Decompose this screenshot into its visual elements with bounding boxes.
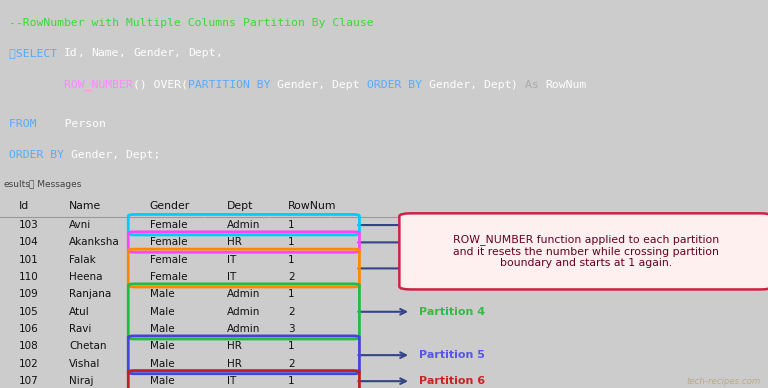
Text: --RowNumber with Multiple Columns: --RowNumber with Multiple Columns (9, 18, 243, 28)
Text: Person: Person (44, 119, 105, 128)
Text: RowNum: RowNum (288, 201, 336, 211)
Text: ,: , (216, 48, 223, 58)
Text: As: As (525, 80, 545, 90)
Text: FROM: FROM (9, 119, 44, 128)
Text: Gender: Gender (133, 48, 174, 58)
Text: 2: 2 (288, 272, 295, 282)
Text: Partition By Clause: Partition By Clause (243, 18, 373, 28)
Text: 1: 1 (288, 289, 295, 300)
Text: 1: 1 (288, 255, 295, 265)
Text: HR: HR (227, 237, 241, 248)
Text: Female: Female (150, 272, 187, 282)
Text: ⊼SELECT: ⊼SELECT (9, 48, 65, 58)
Text: Female: Female (150, 220, 187, 230)
Text: ,: , (78, 48, 91, 58)
Text: Male: Male (150, 307, 174, 317)
Text: IT: IT (227, 376, 236, 386)
Text: Niraj: Niraj (69, 376, 94, 386)
Text: Gender, Dept: Gender, Dept (429, 80, 511, 90)
Text: ,: , (119, 48, 133, 58)
Text: RowNum: RowNum (545, 80, 587, 90)
Text: 110: 110 (19, 272, 39, 282)
Text: HR: HR (227, 359, 241, 369)
Text: esults: esults (4, 180, 31, 189)
Text: Name: Name (91, 48, 119, 58)
Text: Heena: Heena (69, 272, 103, 282)
Text: Partition 3: Partition 3 (419, 263, 485, 274)
Text: Admin: Admin (227, 324, 260, 334)
Text: Falak: Falak (69, 255, 96, 265)
Text: Admin: Admin (227, 307, 260, 317)
Text: 2: 2 (288, 307, 295, 317)
Text: Id: Id (19, 201, 29, 211)
Text: Partition 1: Partition 1 (419, 220, 485, 230)
Text: Gender, Dept: Gender, Dept (277, 80, 366, 90)
Text: ORDER BY: ORDER BY (366, 80, 429, 90)
Text: 101: 101 (19, 255, 39, 265)
Text: Male: Male (150, 359, 174, 369)
Text: Gender, Dept;: Gender, Dept; (71, 151, 161, 160)
Text: ORDER BY: ORDER BY (9, 151, 71, 160)
Text: tech-recipes.com: tech-recipes.com (686, 377, 760, 386)
Text: Akanksha: Akanksha (69, 237, 120, 248)
Text: 1: 1 (288, 341, 295, 352)
Text: Male: Male (150, 289, 174, 300)
Text: 108: 108 (19, 341, 39, 352)
Text: Vishal: Vishal (69, 359, 101, 369)
FancyBboxPatch shape (399, 213, 768, 289)
Text: 1: 1 (288, 220, 295, 230)
Text: Dept: Dept (227, 201, 253, 211)
Text: Male: Male (150, 341, 174, 352)
Text: Partition 4: Partition 4 (419, 307, 485, 317)
Text: Dept: Dept (188, 48, 216, 58)
Text: 1: 1 (288, 376, 295, 386)
Text: 106: 106 (19, 324, 39, 334)
Text: Female: Female (150, 237, 187, 248)
Text: Gender: Gender (150, 201, 190, 211)
Text: 📊 Messages: 📊 Messages (29, 180, 81, 189)
Text: PARTITION BY: PARTITION BY (188, 80, 277, 90)
Text: ,: , (174, 48, 188, 58)
Text: Partition 5: Partition 5 (419, 350, 485, 360)
Text: Admin: Admin (227, 220, 260, 230)
Text: Partition 6: Partition 6 (419, 376, 485, 386)
Text: ROW_NUMBER function applied to each partition
and it resets the number while cro: ROW_NUMBER function applied to each part… (452, 234, 719, 268)
Text: IT: IT (227, 255, 236, 265)
Text: 103: 103 (19, 220, 39, 230)
Text: Name: Name (69, 201, 101, 211)
Text: 102: 102 (19, 359, 39, 369)
Text: 104: 104 (19, 237, 39, 248)
Text: Admin: Admin (227, 289, 260, 300)
Text: Male: Male (150, 324, 174, 334)
Text: ROW_NUMBER: ROW_NUMBER (9, 79, 133, 90)
Text: Partition 2: Partition 2 (419, 237, 485, 248)
Text: Chetan: Chetan (69, 341, 107, 352)
Text: Male: Male (150, 376, 174, 386)
Text: Ranjana: Ranjana (69, 289, 111, 300)
Text: Female: Female (150, 255, 187, 265)
Text: Atul: Atul (69, 307, 90, 317)
Text: 2: 2 (288, 359, 295, 369)
Text: 3: 3 (288, 324, 295, 334)
Text: Avni: Avni (69, 220, 91, 230)
Text: 109: 109 (19, 289, 39, 300)
Text: () OVER(: () OVER( (133, 80, 188, 90)
Text: 107: 107 (19, 376, 39, 386)
Text: 1: 1 (288, 237, 295, 248)
Text: 105: 105 (19, 307, 39, 317)
Text: HR: HR (227, 341, 241, 352)
Text: IT: IT (227, 272, 236, 282)
Text: Ravi: Ravi (69, 324, 91, 334)
Text: ): ) (511, 80, 525, 90)
Text: Id: Id (65, 48, 78, 58)
